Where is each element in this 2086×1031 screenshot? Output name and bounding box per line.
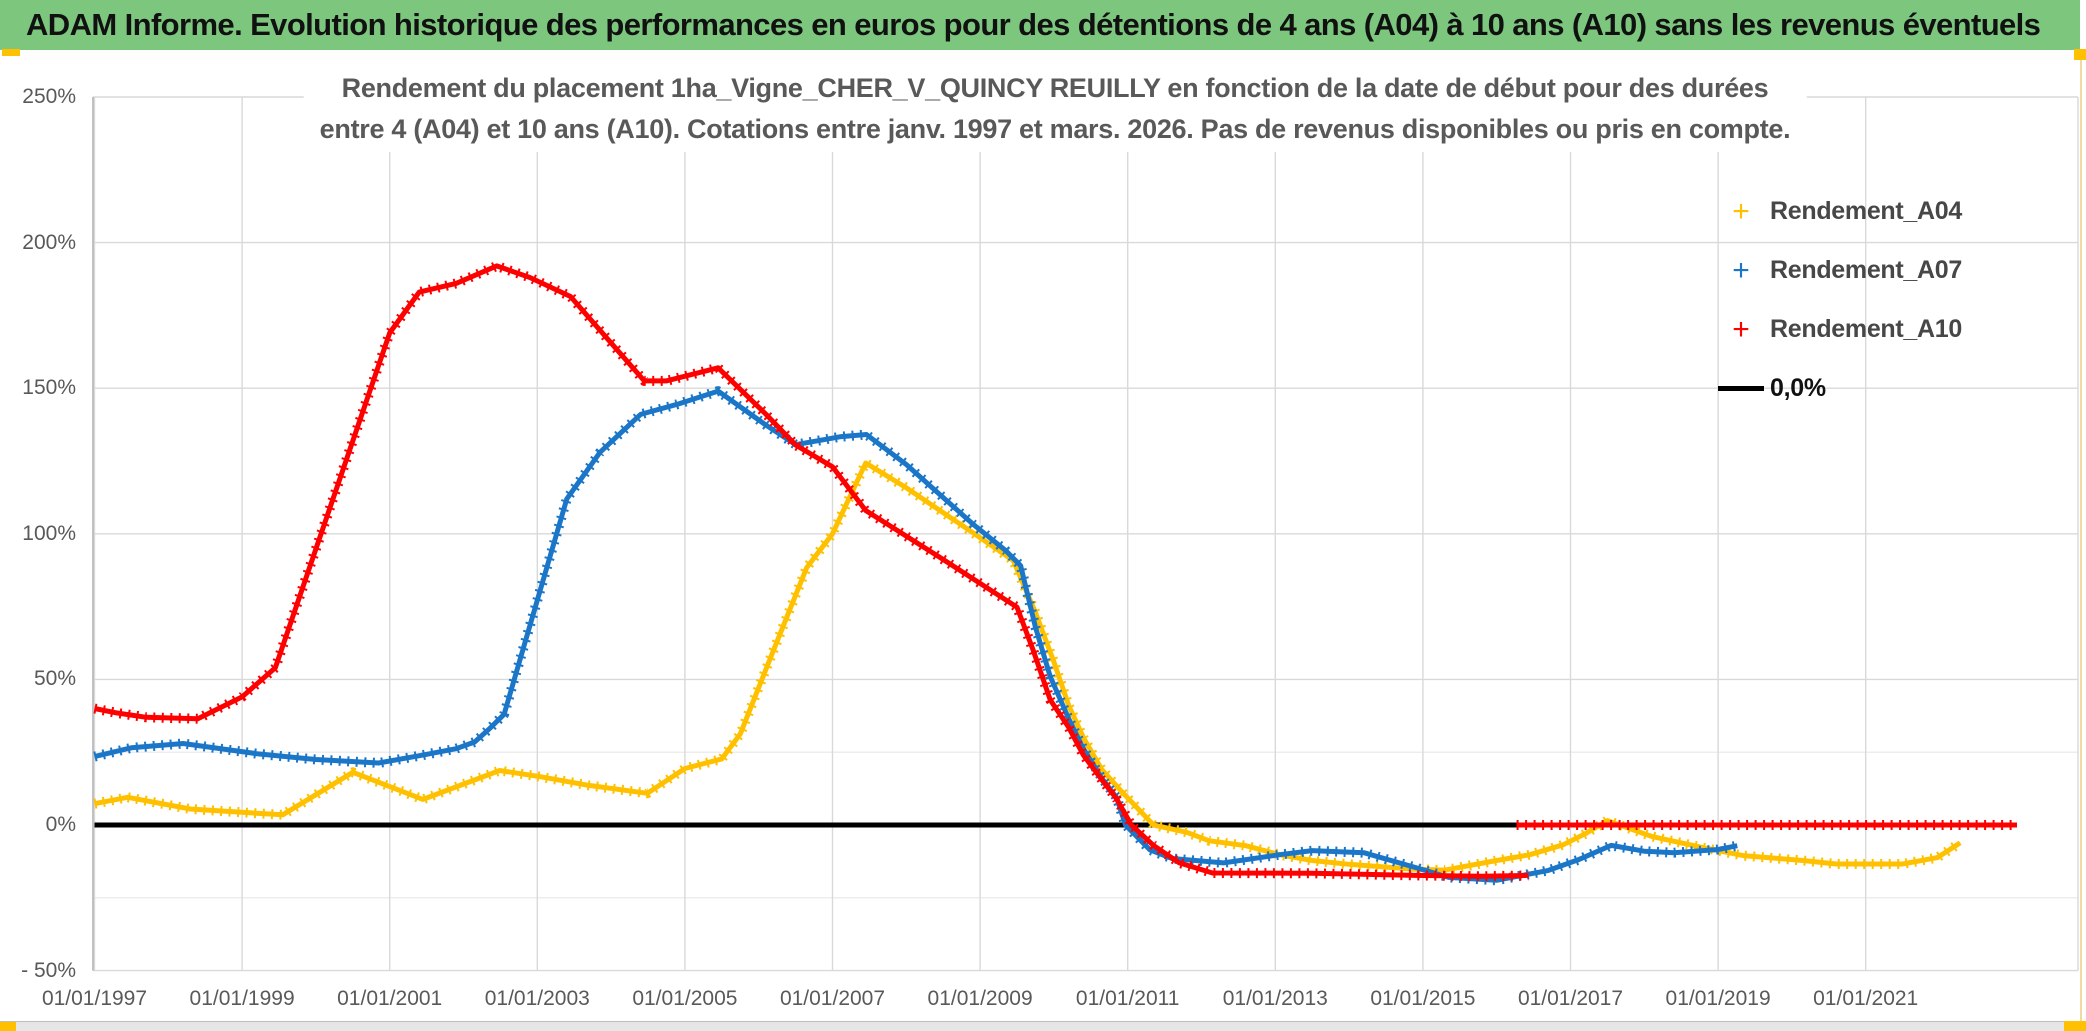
y-tick-label-100: 100% [22, 521, 76, 545]
line-swatch-icon [1718, 386, 1764, 391]
app-title-bar: ADAM Informe. Evolution historique des p… [0, 0, 2080, 50]
x-tick-label-2001: 01/01/2001 [337, 987, 443, 1010]
y-tick-label-150: 150% [22, 376, 76, 400]
window-bottom-edge [0, 1021, 2086, 1031]
plus-marker-icon: + [1732, 194, 1750, 228]
x-tick-label-2005: 01/01/2005 [632, 987, 738, 1010]
legend-item-rendement-a04[interactable]: + Rendement_A04 [1712, 182, 1962, 241]
chart-title-line1: Rendement du placement 1ha_Vigne_CHER_V_… [341, 73, 1769, 103]
x-tick-label-2015: 01/01/2015 [1370, 987, 1476, 1010]
legend-label: Rendement_A04 [1770, 197, 1962, 225]
x-tick-label-2007: 01/01/2007 [779, 987, 886, 1010]
chart-legend[interactable]: + Rendement_A04 + Rendement_A07 + Rendement_A… [1712, 182, 1962, 418]
chart-handle-bottom-right[interactable] [2064, 1021, 2086, 1031]
plus-marker-icon: + [1732, 312, 1750, 346]
y-tick-label-0: 0% [45, 813, 76, 836]
legend-label: 0,0% [1770, 374, 1826, 402]
x-tick-label-2009: 01/01/2009 [927, 987, 1033, 1010]
series-rendement-a04[interactable] [94, 460, 1962, 873]
series-rendement-a10-markers[interactable] [93, 260, 1529, 882]
x-tick-label-2021: 01/01/2021 [1813, 987, 1919, 1010]
y-tick-label-50: 50% [33, 667, 76, 691]
legend-item-rendement-a07[interactable]: + Rendement_A07 [1712, 241, 1962, 300]
x-tick-label-1997: 01/01/1997 [41, 987, 148, 1010]
x-tick-label-2003: 01/01/2003 [484, 987, 590, 1010]
x-tick-label-1999: 01/01/1999 [189, 987, 295, 1010]
chart-handle-bottom-left[interactable] [0, 1022, 16, 1031]
legend-label: Rendement_A07 [1770, 256, 1962, 284]
x-tick-label-2017: 01/01/2017 [1517, 987, 1624, 1010]
app-title: ADAM Informe. Evolution historique des p… [26, 7, 2041, 42]
legend-item-rendement-a10[interactable]: + Rendement_A10 [1712, 300, 1962, 359]
chart-area[interactable]: Rendement du placement 1ha_Vigne_CHER_V_… [0, 60, 2086, 1022]
series-rendement-a07[interactable] [93, 388, 1738, 883]
y-tick-label-200: 200% [22, 230, 76, 254]
chart-handle-top-right[interactable] [2074, 49, 2086, 60]
chart-handle-top-left[interactable] [2, 49, 20, 56]
legend-item-0-0-[interactable]: 0,0% [1712, 359, 1962, 418]
chart-title-line2: entre 4 (A04) et 10 ans (A10). Cotations… [319, 114, 1791, 144]
y-tick-label--50: - 50% [21, 958, 76, 982]
plus-marker-icon: + [1732, 253, 1750, 287]
series-rendement-a04-markers[interactable] [93, 458, 1963, 876]
legend-label: Rendement_A10 [1770, 315, 1962, 343]
x-tick-label-2019: 01/01/2019 [1665, 987, 1771, 1010]
series-rendement-a10[interactable] [94, 263, 1529, 879]
y-tick-label-250: 250% [22, 85, 76, 108]
series-rendement-a07-markers[interactable] [93, 386, 1739, 886]
x-tick-label-2013: 01/01/2013 [1222, 987, 1328, 1010]
chart-title: Rendement du placement 1ha_Vigne_CHER_V_… [303, 66, 1807, 152]
x-tick-label-2011: 01/01/2011 [1075, 987, 1180, 1010]
chart-object-right-edge [2080, 50, 2082, 1031]
